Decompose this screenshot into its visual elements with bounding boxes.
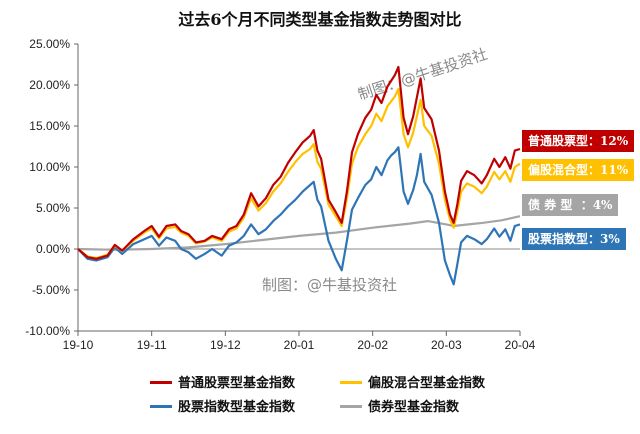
series-lines: [77, 65, 521, 286]
end-label-2: 债 券 型 ：4%: [522, 194, 619, 216]
y-tick-label: 0.00%: [36, 242, 70, 256]
y-tick-label: 20.00%: [29, 78, 70, 92]
series-line-0: [77, 65, 521, 260]
end-label-3: 股票指数型：3%: [522, 228, 626, 250]
chart-title: 过去6个月不同类型基金指数走势图对比: [178, 10, 462, 29]
legend-label-hybrid: 偏股混合型基金指数: [368, 376, 486, 391]
y-tick-label: 25.00%: [29, 37, 70, 51]
legend-label-bond: 债券型基金指数: [368, 400, 460, 415]
x-tick-label: 19-12: [210, 338, 241, 352]
y-tick-label: 15.00%: [29, 119, 70, 133]
series-line-2: [77, 146, 521, 286]
legend-swatch-stock: [150, 381, 172, 384]
legend-label-index: 股票指数型基金指数: [178, 400, 296, 415]
watermark-text: 制图：@牛基投资社: [262, 276, 397, 294]
x-tick-label: 19-11: [137, 338, 167, 352]
legend-swatch-index: [150, 405, 172, 408]
end-label-1: 偏股混合型：11%: [522, 159, 635, 181]
axes: -10.00% -5.00% 0.00% 5.00% 10.00% 15.00% 20.00…: [25, 37, 535, 352]
x-tick-label: 20-04: [505, 338, 536, 352]
y-tick-label: -10.00%: [25, 324, 70, 338]
series-line-3: [77, 215, 521, 251]
legend-swatch-bond: [340, 405, 362, 408]
x-tick-label: 20-03: [431, 338, 462, 352]
series-line-1: [77, 88, 521, 260]
y-tick-label: 5.00%: [36, 201, 70, 215]
x-tick-label: 20-01: [284, 338, 315, 352]
legend-swatch-hybrid: [340, 381, 362, 384]
legend-label-stock: 普通股票型基金指数: [178, 376, 296, 391]
y-tick-label: 10.00%: [29, 160, 70, 174]
x-tick-label: 20-02: [357, 338, 388, 352]
x-tick-label: 19-10: [63, 338, 94, 352]
y-tick-label: -5.00%: [32, 283, 70, 297]
end-label-0: 普通股票型：12%: [522, 130, 635, 152]
